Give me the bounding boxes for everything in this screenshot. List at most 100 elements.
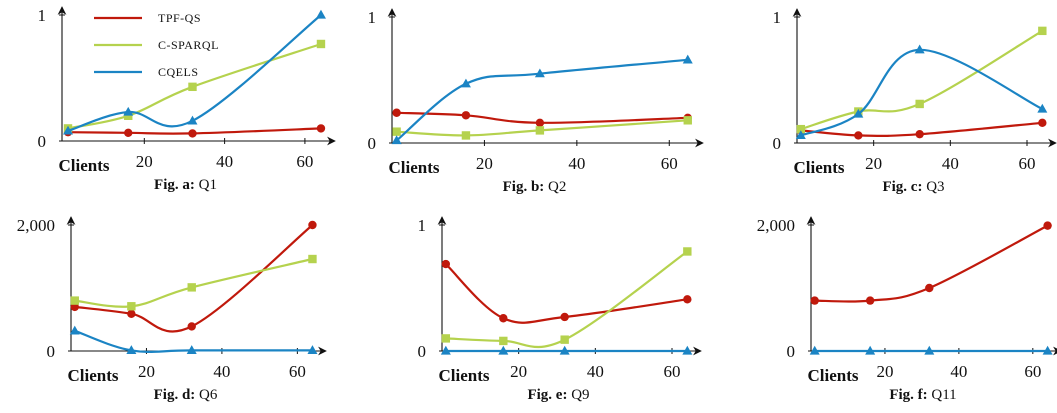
x-tick-label: 60 — [1024, 362, 1041, 381]
series-line-cqels — [74, 329, 313, 353]
cqels-point-3 — [1042, 345, 1053, 355]
c-sparql-point-0 — [392, 127, 401, 136]
y-tick-label: 0 — [418, 342, 427, 361]
x-axis-label: Clients — [794, 158, 845, 177]
cqels-point-2 — [559, 345, 570, 355]
cqels-point-0 — [63, 125, 74, 135]
series-line-tpf-qs — [74, 224, 314, 333]
c-sparql-point-2 — [187, 283, 196, 292]
tpf-qs-point-0 — [441, 259, 451, 269]
y-tick-label: 1 — [773, 8, 782, 27]
cqels-point-0 — [795, 130, 806, 140]
x-axis-label: Clients — [439, 366, 490, 385]
series-line-tpf-qs — [814, 224, 1049, 303]
figure-caption: Fig. c: Q3 — [882, 179, 944, 195]
tpf-qs-point-3 — [316, 124, 326, 133]
series-line-tpf-qs — [396, 111, 688, 124]
y-tick-label: 1 — [418, 216, 427, 235]
chart-panel-d: 0 2,000 20 40 60 Clients Fig. d: Q6 — [17, 216, 327, 403]
y-tick-label: 0 — [368, 134, 377, 153]
x-tick-label: 40 — [942, 154, 959, 173]
c-sparql-point-3 — [308, 254, 317, 264]
figure-caption: Fig. d: Q6 — [154, 387, 218, 403]
y-tick-label: 1 — [38, 6, 47, 25]
chart-panel-b: 0 1 20 40 60 Clients Fig. b: Q2 — [368, 8, 704, 195]
c-sparql-point-0 — [796, 124, 806, 134]
tpf-qs-point-1 — [127, 309, 136, 319]
x-tick-label: 40 — [587, 362, 604, 381]
y-tick-label: 0 — [787, 342, 796, 361]
series-line-tpf-qs — [67, 127, 322, 135]
tpf-qs-point-2 — [925, 283, 934, 293]
c-sparql-point-1 — [499, 336, 508, 346]
c-sparql-point-2 — [188, 82, 197, 92]
cqels-point-2 — [914, 44, 925, 54]
x-tick-label: 60 — [664, 362, 681, 381]
x-tick-label: 40 — [216, 152, 233, 171]
x-tick-label: 20 — [136, 152, 153, 171]
cqels-point-0 — [809, 345, 820, 355]
cqels-point-3 — [307, 345, 318, 354]
c-sparql-point-2 — [915, 99, 924, 109]
cqels-point-1 — [123, 106, 134, 116]
cqels-point-1 — [498, 345, 509, 355]
tpf-qs-point-1 — [499, 314, 508, 323]
series-line-c-sparql — [445, 250, 688, 349]
chart-panel-f: 0 2,000 20 40 60 Clients Fig. f: Q11 — [757, 216, 1057, 403]
tpf-qs-point-2 — [915, 129, 924, 139]
c-sparql-point-1 — [461, 131, 471, 140]
series-line-c-sparql — [396, 119, 688, 137]
tpf-qs-point-2 — [535, 118, 545, 128]
x-axis-label: Clients — [808, 366, 859, 385]
tpf-qs-point-3 — [683, 295, 692, 304]
c-sparql-point-1 — [127, 302, 136, 311]
tpf-qs-point-3 — [1043, 221, 1052, 230]
cqels-point-2 — [534, 68, 545, 78]
cqels-point-1 — [126, 345, 137, 354]
x-tick-label: 20 — [138, 362, 155, 381]
c-sparql-point-0 — [441, 334, 451, 343]
y-tick-label: 0 — [38, 132, 47, 151]
x-tick-label: 20 — [865, 154, 882, 173]
figure-caption: Fig. e: Q9 — [527, 387, 589, 403]
y-tick-label: 2,000 — [757, 216, 795, 235]
y-tick-label: 0 — [773, 134, 782, 153]
cqels-point-3 — [315, 9, 326, 19]
c-sparql-point-3 — [316, 39, 326, 49]
c-sparql-point-3 — [1038, 26, 1047, 36]
series-line-c-sparql — [74, 257, 313, 308]
legend-label-tpf-qs: TPF-QS — [158, 11, 201, 25]
tpf-qs-point-1 — [461, 111, 471, 120]
tpf-qs-point-2 — [188, 129, 197, 138]
tpf-qs-point-0 — [392, 108, 401, 117]
x-tick-label: 40 — [213, 362, 230, 381]
x-axis-label: Clients — [59, 156, 110, 175]
cqels-point-3 — [682, 54, 693, 64]
cqels-point-3 — [682, 345, 693, 355]
chart-panel-e: 0 1 20 40 60 Clients Fig. e: Q9 — [418, 216, 702, 403]
x-axis-label: Clients — [68, 366, 119, 385]
c-sparql-point-1 — [124, 111, 133, 120]
cqels-point-2 — [187, 115, 198, 125]
figure-caption: Fig. a: Q1 — [154, 177, 217, 193]
x-tick-label: 40 — [568, 154, 585, 173]
cqels-point-1 — [853, 108, 864, 118]
x-tick-label: 60 — [1019, 154, 1036, 173]
tpf-qs-point-0 — [810, 296, 819, 305]
x-tick-label: 60 — [661, 154, 678, 173]
legend-label-c-sparql: C-SPARQL — [158, 38, 219, 52]
legend: TPF-QS C-SPARQL CQELS — [94, 11, 219, 79]
cqels-point-3 — [1037, 103, 1048, 113]
c-sparql-point-0 — [70, 296, 79, 305]
series-line-cqels — [800, 48, 1043, 137]
series-line-tpf-qs — [445, 263, 688, 324]
x-tick-label: 20 — [510, 362, 527, 381]
tpf-qs-point-3 — [1038, 118, 1047, 128]
series-line-c-sparql — [800, 29, 1043, 131]
tpf-qs-point-3 — [308, 220, 317, 230]
y-tick-label: 2,000 — [17, 216, 55, 235]
c-sparql-point-2 — [560, 335, 569, 344]
tpf-qs-point-1 — [865, 296, 875, 305]
cqels-point-1 — [865, 345, 876, 355]
